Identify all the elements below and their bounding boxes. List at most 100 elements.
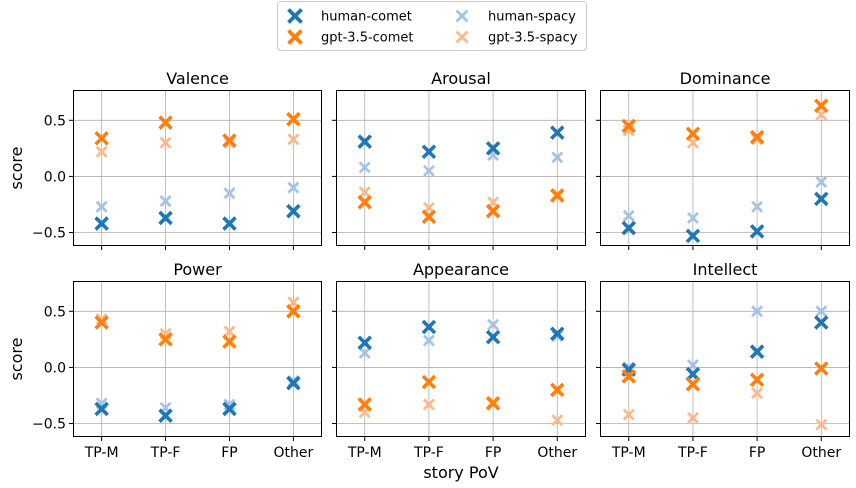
marker-human-comet-FP	[222, 401, 237, 417]
panel-title-valence: Valence	[166, 69, 229, 88]
marker-gpt-3.5-comet-FP	[749, 129, 765, 145]
marker-gpt-3.5-comet-TP-M	[357, 194, 373, 210]
marker-human-comet-TP-M	[621, 220, 637, 236]
marker-human-spacy-Other	[287, 181, 300, 194]
marker-gpt-3.5-comet-TP-M	[357, 397, 373, 412]
xtick-label-TP-M: TP-M	[84, 445, 119, 461]
panel-frame	[336, 281, 586, 437]
marker-gpt-3.5-comet-FP	[749, 372, 765, 388]
legend-label-gpt-3.5-spacy: gpt-3.5-spacy	[488, 31, 578, 46]
marker-gpt-3.5-comet-Other	[814, 361, 829, 376]
marker-human-comet-TP-M	[357, 134, 373, 149]
panel-frame	[73, 281, 322, 437]
legend-label-human-comet: human-comet	[321, 10, 412, 25]
xtick-label-TP-M: TP-M	[347, 445, 382, 461]
marker-gpt-3.5-comet-TP-F	[421, 209, 437, 225]
marker-gpt-3.5-spacy-TP-F	[159, 136, 172, 149]
panel-dominance: Dominance	[596, 69, 850, 250]
marker-human-spacy-TP-F	[159, 195, 172, 208]
ytick-label: 0.5	[44, 304, 66, 320]
xtick-label-TP-F: TP-F	[677, 445, 708, 461]
marker-gpt-3.5-comet-FP	[222, 334, 237, 349]
ytick-label: 0.5	[44, 113, 66, 129]
marker-human-comet-FP	[749, 224, 765, 239]
marker-gpt-3.5-comet-TP-M	[621, 369, 637, 384]
legend-label-human-spacy: human-spacy	[488, 10, 576, 25]
legend-marker-human-comet	[287, 8, 303, 24]
ytick-label: 0.0	[44, 360, 66, 376]
marker-human-comet-Other	[550, 326, 565, 342]
marker-human-spacy-Other	[815, 305, 828, 318]
panel-intellect: TP-M TP-F FP Other Intellect	[596, 260, 850, 461]
marker-human-spacy-Other	[815, 176, 828, 189]
marker-human-comet-TP-F	[158, 210, 173, 226]
marker-human-comet-Other	[550, 125, 565, 140]
marker-gpt-3.5-comet-FP	[222, 133, 237, 148]
marker-gpt-3.5-spacy-FP	[223, 325, 236, 338]
marker-gpt-3.5-comet-Other	[550, 382, 565, 398]
marker-human-comet-FP	[485, 141, 501, 156]
marker-gpt-3.5-comet-TP-M	[94, 315, 109, 330]
marker-gpt-3.5-spacy-TP-M	[622, 408, 635, 421]
marker-human-comet-Other	[814, 191, 829, 207]
legend-frame	[277, 1, 587, 51]
marker-human-spacy-FP	[751, 200, 764, 213]
marker-gpt-3.5-comet-Other	[286, 111, 301, 127]
marker-human-spacy-TP-M	[622, 209, 635, 222]
legend-label-gpt-3.5-comet: gpt-3.5-comet	[321, 31, 414, 46]
panel-frame	[73, 90, 322, 246]
marker-gpt-3.5-comet-FP	[485, 396, 501, 411]
marker-gpt-3.5-comet-Other	[814, 98, 829, 113]
legend-marker-human-spacy	[455, 9, 469, 23]
xtick-label-Other: Other	[274, 445, 314, 461]
marker-gpt-3.5-comet-TP-F	[685, 126, 701, 142]
marker-gpt-3.5-spacy-TP-F	[686, 411, 699, 424]
panel-frame	[336, 90, 586, 246]
marker-gpt-3.5-spacy-Other	[815, 418, 828, 431]
marker-human-comet-FP	[485, 329, 501, 345]
panel-title-dominance: Dominance	[680, 69, 771, 88]
marker-gpt-3.5-spacy-FP	[751, 387, 764, 400]
panel-frame	[600, 90, 850, 246]
marker-human-spacy-TP-M	[358, 346, 371, 359]
marker-human-spacy-TP-F	[422, 164, 435, 177]
marker-gpt-3.5-spacy-TP-F	[422, 398, 435, 411]
marker-gpt-3.5-spacy-TP-M	[95, 145, 108, 158]
marker-human-comet-FP	[749, 344, 765, 359]
marker-human-comet-TP-M	[94, 216, 109, 231]
panel-power: −0.5 0.0 0.5 score TP-M TP-F FP Other Power	[7, 260, 322, 461]
marker-gpt-3.5-comet-TP-F	[158, 332, 173, 347]
marker-gpt-3.5-spacy-Other	[551, 414, 564, 427]
xtick-label-TP-F: TP-F	[413, 445, 444, 461]
xtick-label-FP: FP	[221, 445, 238, 461]
marker-human-comet-TP-F	[685, 228, 701, 244]
marker-human-comet-Other	[286, 375, 301, 391]
marker-human-comet-TP-F	[421, 319, 437, 335]
marker-human-spacy-FP	[487, 318, 500, 331]
xtick-label-FP: FP	[749, 445, 766, 461]
marker-gpt-3.5-comet-TP-M	[94, 130, 109, 146]
y-axis-label: score	[7, 338, 26, 381]
marker-gpt-3.5-spacy-TP-M	[358, 186, 371, 199]
legend-marker-gpt-3.5-spacy	[455, 30, 469, 44]
marker-human-spacy-FP	[223, 187, 236, 200]
ytick-label: −0.5	[32, 226, 66, 242]
marker-human-spacy-TP-F	[686, 211, 699, 224]
panel-valence: −0.5 0.0 0.5 score Valence	[7, 69, 322, 250]
marker-human-comet-FP	[222, 216, 237, 231]
marker-human-spacy-FP	[751, 305, 764, 318]
marker-human-spacy-TP-M	[358, 161, 371, 174]
panel-title-power: Power	[173, 260, 222, 279]
marker-human-spacy-TP-M	[95, 200, 108, 213]
xtick-label-FP: FP	[485, 445, 502, 461]
legend: human-comet gpt-3.5-comet human-spacy gpt-3…	[277, 1, 587, 51]
marker-gpt-3.5-comet-TP-F	[158, 115, 173, 130]
y-axis-label: score	[7, 147, 26, 190]
panel-title-appearance: Appearance	[413, 260, 509, 279]
marker-gpt-3.5-comet-FP	[485, 203, 501, 219]
marker-human-comet-TP-F	[158, 408, 173, 423]
xtick-label-Other: Other	[537, 445, 577, 461]
panel-frame	[600, 281, 850, 437]
marker-human-comet-TP-M	[357, 335, 373, 350]
